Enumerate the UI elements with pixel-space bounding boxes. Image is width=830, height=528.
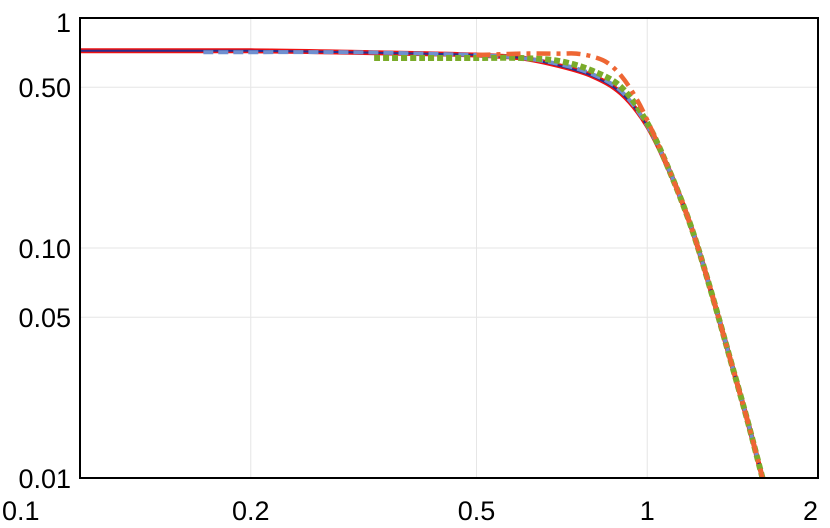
y-tick-label: 1 — [56, 8, 71, 38]
series-line-1 — [80, 48, 766, 478]
series-line-3 — [203, 50, 765, 478]
gridlines — [79, 17, 819, 479]
y-tick-label: 0.01 — [18, 464, 71, 494]
y-tick-label: 0.05 — [18, 303, 71, 333]
series-line-5 — [476, 51, 765, 478]
x-axis: 0.1 0.2 0.5 1 2 — [2, 496, 818, 526]
y-tick-label: 0.50 — [18, 73, 71, 103]
plot-frame — [79, 17, 819, 479]
x-tick-label: 0.1 — [2, 496, 40, 526]
series-lines — [80, 48, 766, 478]
x-tick-label: 0.5 — [458, 496, 496, 526]
series-line-2 — [80, 49, 764, 478]
y-tick-label: 0.10 — [18, 234, 71, 264]
x-tick-label: 0.2 — [232, 496, 270, 526]
x-tick-label: 2 — [803, 496, 818, 526]
series-line-4 — [374, 54, 766, 478]
y-axis: 0.01 0.05 0.10 0.50 1 — [18, 8, 71, 494]
x-tick-label: 1 — [640, 496, 655, 526]
